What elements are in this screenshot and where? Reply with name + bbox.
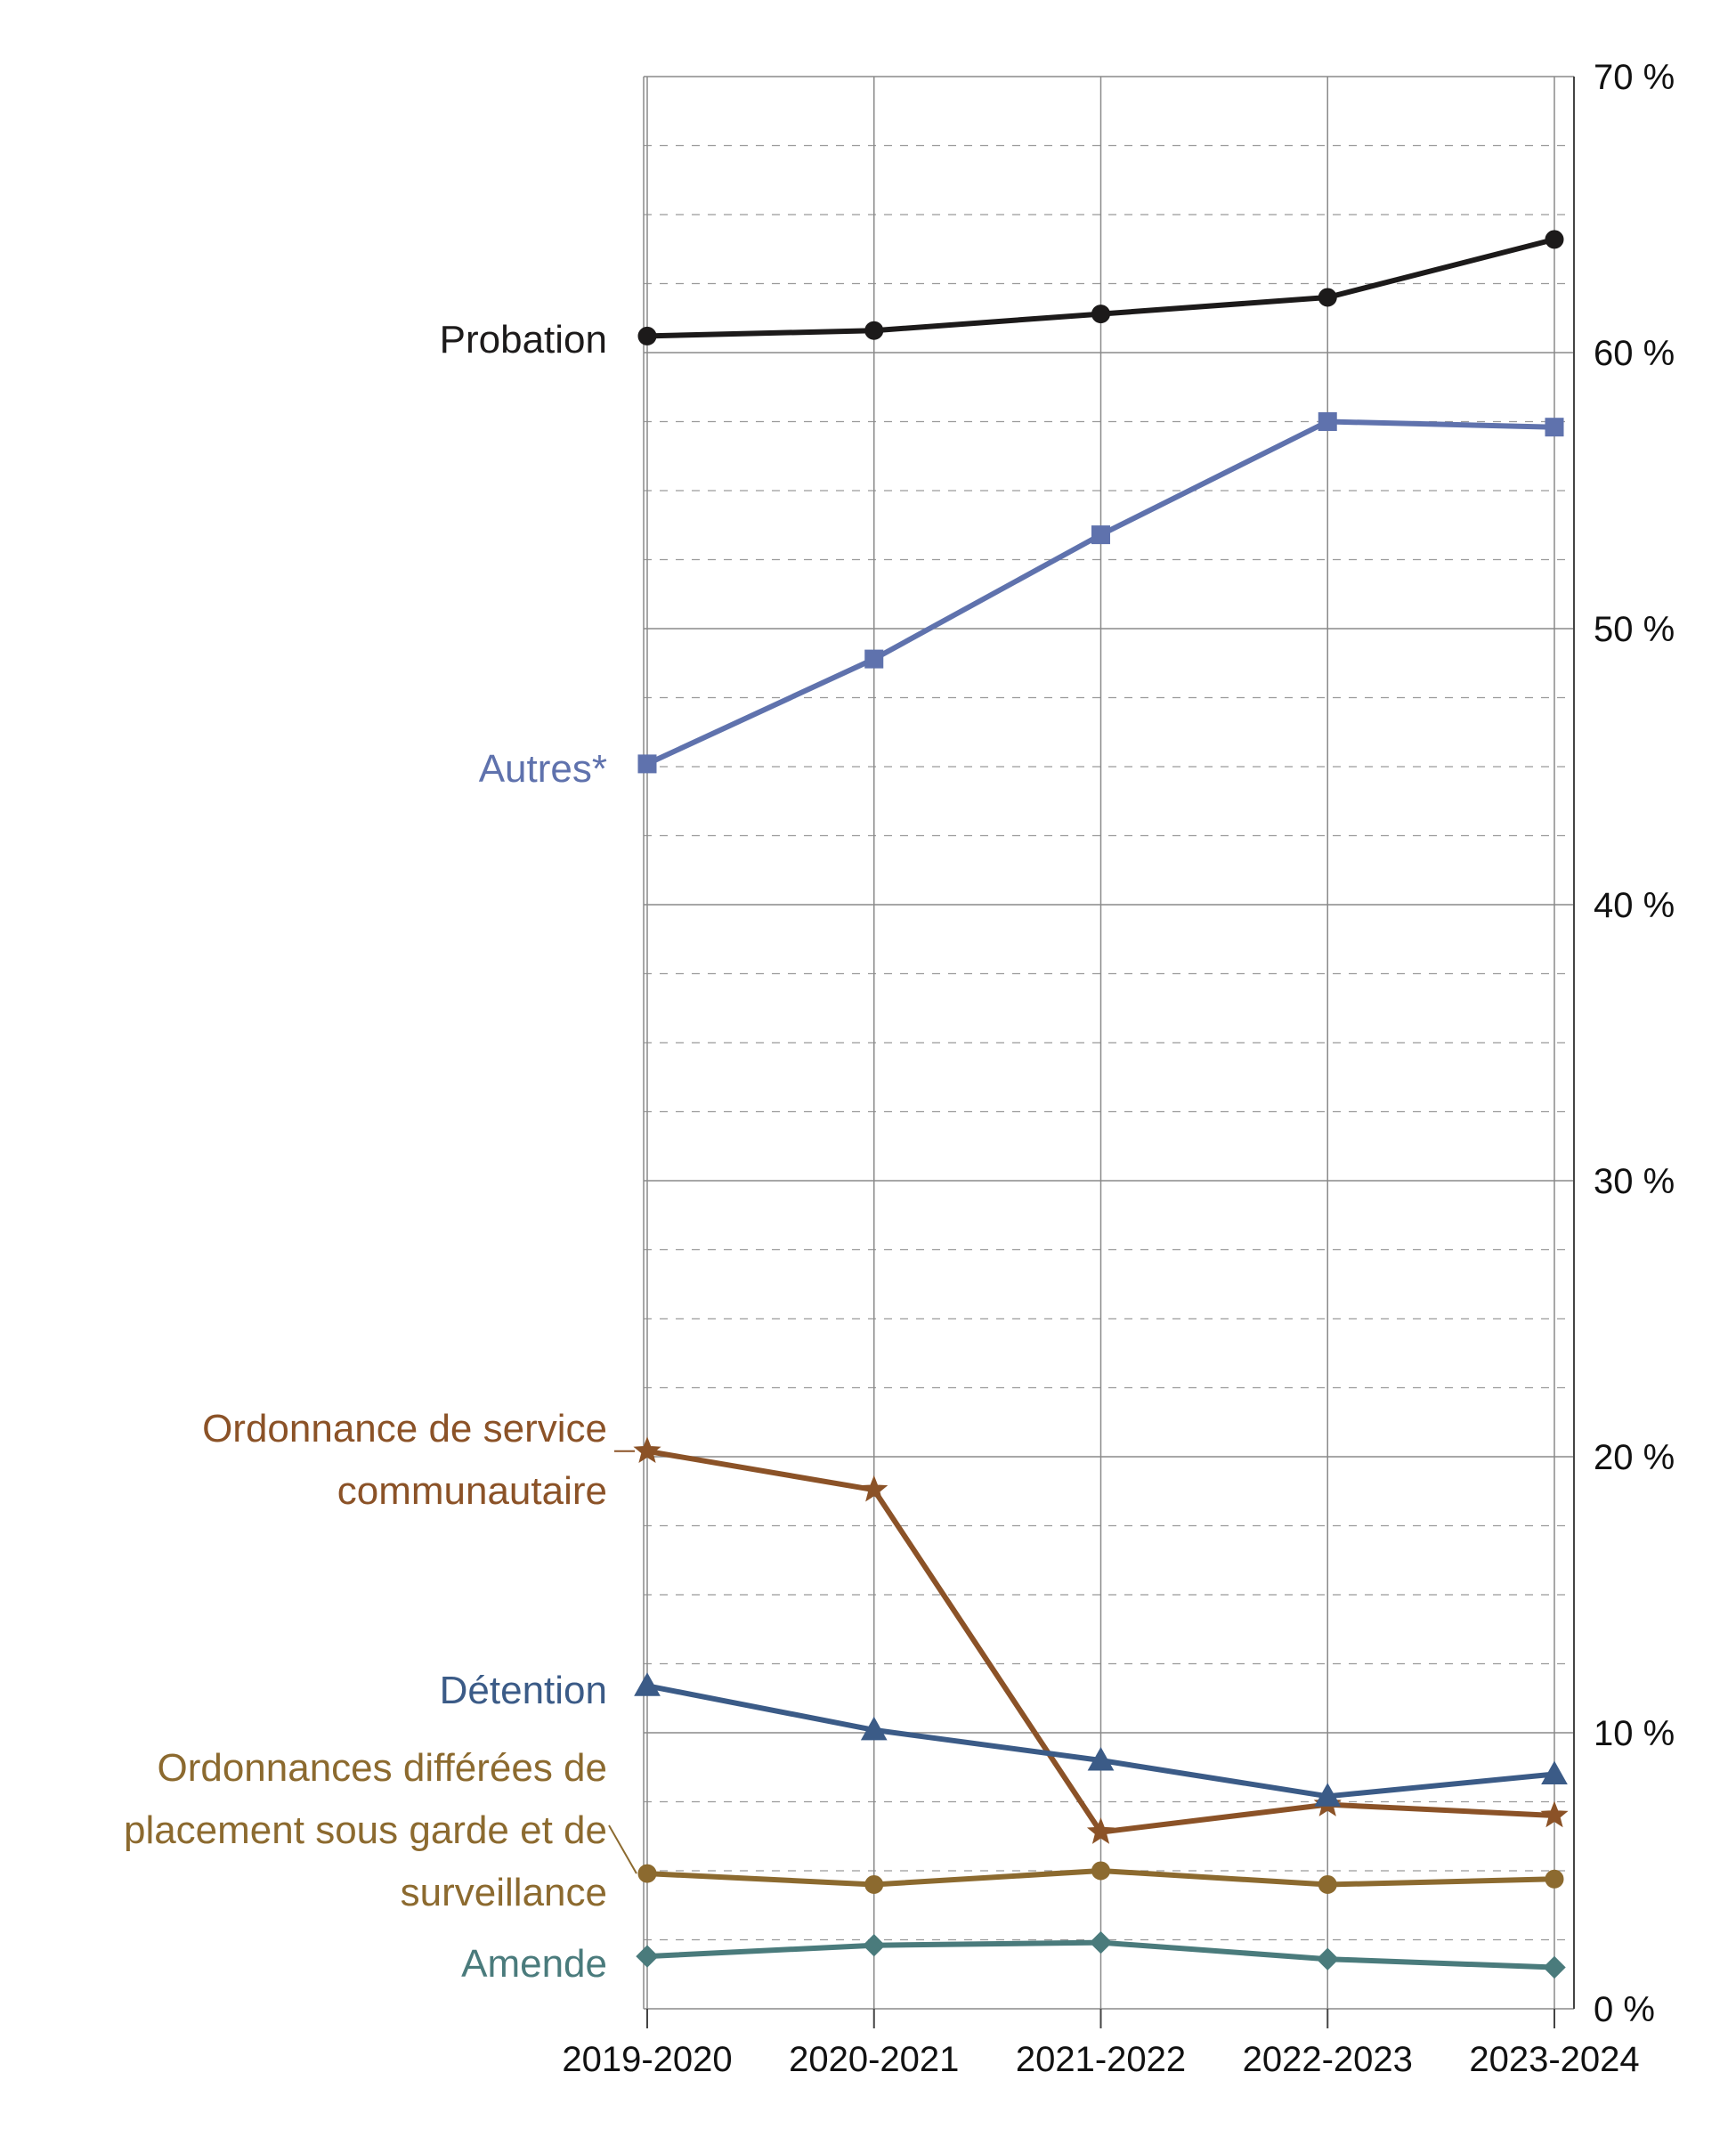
- series-label-text: Ordonnances différées de: [157, 1746, 607, 1790]
- y-tick-label: 0 %: [1594, 1990, 1655, 2029]
- series-label-text: Ordonnance de service: [202, 1407, 607, 1450]
- leader-line: [608, 1824, 637, 1874]
- axes: 0 % 10 % 20 % 30 % 40 % 50 % 60 % 70 % 2019-2020…: [562, 58, 1675, 2079]
- data-point: [864, 321, 884, 340]
- series-label-text: surveillance: [401, 1871, 607, 1914]
- series-4: [637, 1861, 1564, 1894]
- data-point: [637, 326, 657, 345]
- series-0: [637, 230, 1564, 345]
- data-point: [1545, 230, 1564, 249]
- x-tick-label: 2021-2022: [1016, 2040, 1186, 2079]
- grid: [643, 76, 1574, 2010]
- series-5: [636, 1930, 1566, 1979]
- data-point: [1091, 1861, 1110, 1881]
- data-point: [1091, 305, 1110, 324]
- y-tick-label: 40 %: [1594, 886, 1675, 925]
- series-label-text: Probation: [440, 318, 607, 362]
- series-label-text: placement sous garde et de: [124, 1808, 607, 1852]
- x-tick-label: 2022-2023: [1243, 2040, 1413, 2079]
- x-tick-label: 2023-2024: [1469, 2040, 1639, 2079]
- data-point: [1087, 1746, 1115, 1771]
- data-point: [860, 1716, 888, 1741]
- series-label-text: Détention: [440, 1669, 607, 1712]
- data-point: [1091, 525, 1110, 545]
- series-group: [633, 230, 1569, 1979]
- data-point: [863, 1933, 886, 1957]
- data-point: [1318, 288, 1337, 307]
- data-point: [1540, 1800, 1569, 1828]
- series-label-text: Autres*: [479, 747, 607, 791]
- y-tick-label: 10 %: [1594, 1714, 1675, 1753]
- data-point: [1086, 1817, 1115, 1844]
- data-point: [637, 1864, 657, 1883]
- y-tick-label: 60 %: [1594, 334, 1675, 373]
- data-point: [1089, 1930, 1113, 1954]
- data-point: [1545, 1869, 1564, 1889]
- data-point: [864, 649, 884, 669]
- data-point: [1316, 1947, 1339, 1970]
- x-tick-label: 2019-2020: [562, 2040, 732, 2079]
- data-point: [1541, 1760, 1568, 1784]
- series-labels: Probation Autres* Ordonnance de service com…: [124, 318, 637, 1986]
- data-point: [1318, 412, 1337, 431]
- data-point: [636, 1945, 659, 1968]
- series-label-1: Autres*: [479, 747, 607, 791]
- y-tick-label: 20 %: [1594, 1438, 1675, 1477]
- series-3: [634, 1672, 1568, 1807]
- series-label-0: Probation: [440, 318, 607, 362]
- series-label-text: Amende: [461, 1942, 607, 1986]
- data-point: [1314, 1783, 1342, 1807]
- x-tick-label: 2020-2021: [789, 2040, 959, 2079]
- data-point: [1318, 1875, 1337, 1894]
- data-point: [1545, 418, 1564, 437]
- data-point: [860, 1475, 888, 1502]
- data-point: [864, 1875, 884, 1894]
- y-tick-label: 70 %: [1594, 58, 1675, 97]
- y-tick-label: 50 %: [1594, 610, 1675, 649]
- data-point: [633, 1436, 661, 1464]
- series-label-5: Amende: [461, 1942, 607, 1986]
- series-label-2: Ordonnance de service communautaire: [202, 1407, 607, 1513]
- data-point: [1543, 1955, 1566, 1979]
- data-point: [634, 1672, 661, 1696]
- series-1: [637, 412, 1564, 774]
- series-label-text: communautaire: [337, 1469, 607, 1513]
- y-tick-label: 30 %: [1594, 1162, 1675, 1201]
- data-point: [637, 754, 657, 774]
- series-label-4: Ordonnances différées de placement sous g…: [124, 1746, 607, 1914]
- series-label-3: Détention: [440, 1669, 607, 1712]
